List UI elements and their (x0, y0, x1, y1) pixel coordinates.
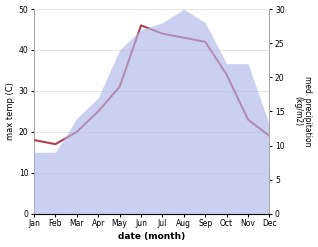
X-axis label: date (month): date (month) (118, 232, 185, 242)
Y-axis label: max temp (C): max temp (C) (5, 82, 15, 140)
Y-axis label: med. precipitation
(kg/m2): med. precipitation (kg/m2) (293, 76, 313, 147)
